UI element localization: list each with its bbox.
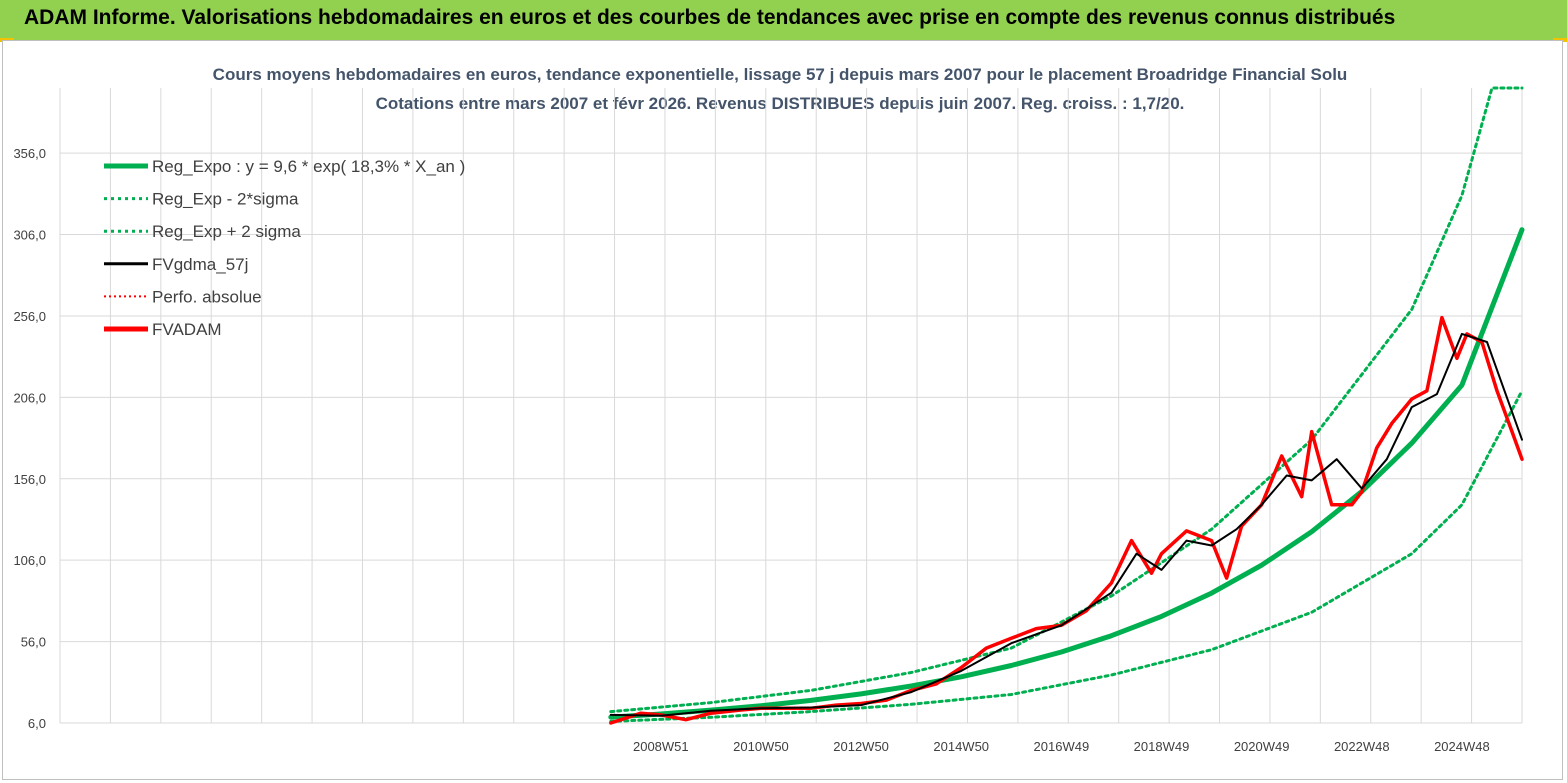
title-banner: ADAM Informe. Valorisations hebdomadaire… (0, 0, 1567, 40)
y-tick-label: 306,0 (13, 228, 46, 243)
x-tick-label: 2008W51 (633, 739, 689, 754)
y-tick-label: 6,0 (28, 716, 46, 731)
fvadam-line (609, 315, 1524, 725)
x-tick-label: 2010W50 (733, 739, 789, 754)
x-tick-label: 2018W49 (1134, 739, 1190, 754)
y-tick-label: 206,0 (13, 390, 46, 405)
legend-label: Perfo. absolue (152, 287, 262, 306)
legend-label: Reg_Exp + 2 sigma (152, 222, 301, 241)
chart-frame (2, 40, 1563, 780)
x-tick-label: 2016W49 (1034, 739, 1090, 754)
x-axis-ticks: 2008W51 2010W50 2012W50 2014W50 2016W49 2018W… (633, 739, 1490, 754)
y-tick-label: 56,0 (21, 635, 46, 650)
x-tick-label: 2022W48 (1334, 739, 1390, 754)
x-tick-label: 2024W48 (1434, 739, 1490, 754)
x-tick-label: 2012W50 (833, 739, 889, 754)
legend-label: FVADAM (152, 320, 222, 339)
reg-expo-line (608, 227, 1525, 720)
y-axis-ticks: 6,0 56,0 106,0 156,0 206,0 256,0 306,0 356,0 (13, 146, 46, 731)
y-tick-label: 356,0 (13, 146, 46, 161)
chart-subtitle: Cotations entre mars 2007 et févr 2026. … (376, 94, 1185, 113)
y-tick-label: 156,0 (13, 472, 46, 487)
report-title: ADAM Informe. Valorisations hebdomadaire… (24, 6, 1396, 29)
legend-label: Reg_Exp - 2*sigma (152, 190, 299, 209)
chart-title: Cours moyens hebdomadaires en euros, ten… (213, 65, 1348, 84)
legend-label: FVgdma_57j (152, 255, 248, 274)
y-tick-label: 256,0 (13, 309, 46, 324)
series-lines (608, 86, 1525, 725)
y-tick-label: 106,0 (13, 553, 46, 568)
reg-plus-2sigma-line (609, 86, 1524, 714)
legend: Reg_Expo : y = 9,6 * exp( 18,3% * X_an )… (104, 157, 465, 339)
fvgdma-57j-line (609, 332, 1523, 717)
legend-label: Reg_Expo : y = 9,6 * exp( 18,3% * X_an ) (152, 157, 465, 176)
x-tick-label: 2020W49 (1234, 739, 1290, 754)
x-tick-label: 2014W50 (933, 739, 989, 754)
gridlines (59, 88, 1523, 724)
reg-minus-2sigma-line (609, 389, 1524, 723)
